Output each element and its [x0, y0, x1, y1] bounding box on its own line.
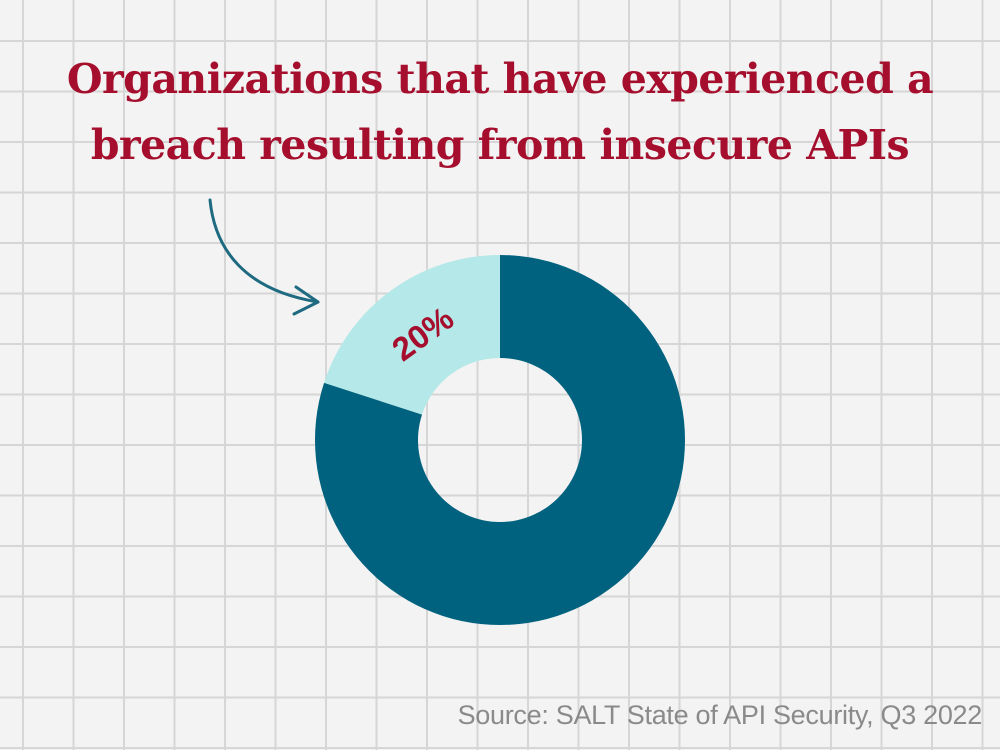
source-note: Source: SALT State of API Security, Q3 2… — [457, 700, 983, 730]
donut-slice-0 — [324, 255, 500, 415]
donut-slices — [315, 255, 685, 625]
arrow-icon — [208, 198, 320, 316]
donut-slice-1 — [315, 255, 685, 625]
chart-title: Organizations that have experienced a br… — [66, 55, 934, 169]
